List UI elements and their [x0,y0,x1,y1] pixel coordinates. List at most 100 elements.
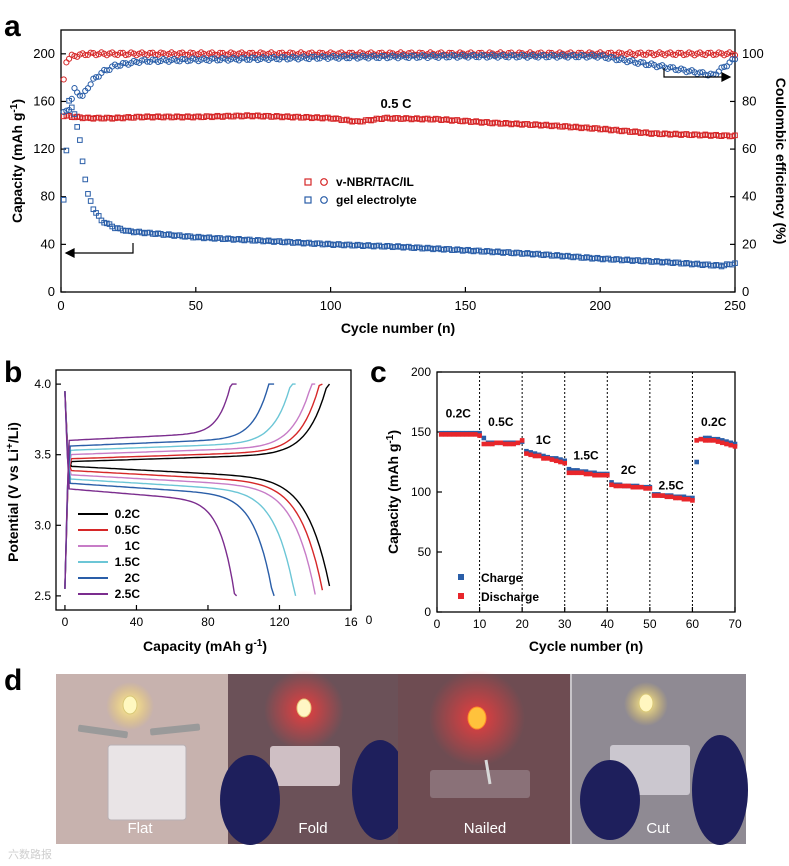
x-tick-label: 70 [728,617,742,631]
gel-electrolyte-efficiency-point [467,52,474,59]
rate-dividers-c [479,372,693,612]
caption-nailed: Nailed [464,820,507,837]
v-nbr-tac-il-efficiency-point [63,59,70,66]
rate-label: 2C [621,463,637,477]
discharge-point [702,438,708,443]
discharge-point [639,484,644,490]
legend-circle-red [320,178,328,186]
discharge-point [677,495,682,501]
discharge-point [498,440,504,446]
discharge-point [447,432,453,437]
discharge-point [575,470,580,476]
v-nbr-tac-il-efficiency-point [216,49,224,56]
discharge-point [707,438,712,443]
gel-electrolyte-efficiency-point [190,55,197,62]
rate-label: 0.5C [488,415,514,429]
gel-electrolyte-efficiency-point [696,69,704,76]
gel-electrolyte-efficiency-point [572,54,580,61]
discharge-point [690,498,695,503]
charge-point [715,436,721,442]
x-tick-label: 40 [130,615,144,629]
x-tick-label: 50 [189,298,203,313]
v-nbr-tac-il-efficiency-point [117,49,124,56]
right-axis-arrow [663,68,732,82]
gel-electrolyte-efficiency-point [419,52,426,59]
charge-point [481,435,487,441]
x-tick-label: 100 [320,298,342,313]
discharge-point [438,432,444,437]
v-nbr-tac-il-efficiency-point [181,51,189,58]
gel-electrolyte-efficiency-point [667,64,674,71]
y2-tick-label: 80 [742,93,756,108]
charge-curve-0.5C [64,383,323,589]
y2-tick-label: 60 [742,141,756,156]
gel-electrolyte-capacity-point [85,191,91,197]
y-axis-label-a: Capacity (mAh g-1) [9,99,26,223]
y-tick-label: 3.0 [34,518,51,532]
led-bulb [296,698,312,718]
panel-label-d: d [4,664,22,697]
gel-electrolyte-efficiency-point [567,52,574,59]
photo-fold: Fold [220,670,408,845]
charge-point [566,466,572,472]
v-nbr-tac-il-efficiency-point [71,52,78,60]
photo-cut: Cut [570,674,748,845]
gel-electrolyte-capacity-point [63,147,70,154]
y2-tick-label: 40 [742,189,756,204]
y2-tick-label: 100 [742,46,764,61]
gel-electrolyte-efficiency-point [653,64,660,71]
v-nbr-tac-il-efficiency-point [615,49,623,56]
battery-pouch [107,744,187,821]
photo-flat: Flat [56,674,228,844]
discharge-point [622,483,627,489]
v-nbr-tac-il-efficiency-point [669,51,677,58]
gel-electrolyte-efficiency-point [626,57,633,65]
discharge-point [668,494,674,500]
led-bulb [467,706,487,730]
photo-nailed: Nailed [398,670,570,844]
y-tick-label: 0 [48,284,55,299]
gel-electrolyte-capacity-point [732,260,738,266]
gel-electrolyte-efficiency-point [583,54,590,61]
discharge-point [570,470,576,476]
x-tick-label: 200 [589,298,611,313]
legend-label-discharge: Discharge [481,590,539,604]
discharge-point [719,440,725,446]
gel-electrolyte-efficiency-point [613,57,620,64]
voltage-curves-b [64,383,331,597]
discharge-point [698,436,704,442]
stray-tick-label-b: 0 [366,613,373,627]
glove-right [692,735,748,845]
y-tick-label: 2.5 [34,589,51,603]
gel-electrolyte-efficiency-point [543,54,550,61]
panel-c: c 0 10 20 30 40 50 60 70 0 50 100 150 200 0.2C 0.5C 1… [370,356,742,654]
y-tick-label: 120 [33,141,55,156]
y-tick-label: 150 [411,425,431,439]
rate-labels-c: 0.2C 0.5C 1C 1.5C 2C 2.5C 0.2C [446,407,727,493]
gel-electrolyte-efficiency-point [508,52,515,59]
charge-curve-0.2C [64,383,331,589]
gel-electrolyte-efficiency-point [68,95,75,103]
x-tick-label: 80 [201,615,215,629]
y-ticks-b: 2.5 3.0 3.5 4.0 [34,377,61,603]
x-axis-label-b: Capacity (mAh g-1) [143,638,267,655]
panel-a: a 0 50 100 150 200 250 0 40 80 120 160 200 0 20 40 60… [4,10,789,336]
x-ticks-b: 0 40 80 120 16 [62,605,358,629]
y-ticks-c: 0 50 100 150 200 [411,365,442,619]
v-nbr-tac-il-efficiency-point [87,49,94,56]
gel-electrolyte-capacity-point [79,158,86,165]
y2-axis-label-a: Coulombic efficiency (%) [773,78,789,244]
v-nbr-tac-il-efficiency-point [111,51,119,58]
gel-electrolyte-efficiency-point [63,107,70,114]
gel-electrolyte-efficiency-point [537,52,544,59]
charge-point [724,439,729,444]
discharge-point [558,459,563,465]
glove-left [580,760,640,840]
gel-electrolyte-efficiency-point [254,56,261,64]
x-tick-label: 0 [62,615,69,629]
discharge-point [724,441,729,447]
x-axis-label-a: Cycle number (n) [341,320,455,336]
gel-electrolyte-capacity-point [77,137,83,143]
discharge-point [604,472,610,478]
